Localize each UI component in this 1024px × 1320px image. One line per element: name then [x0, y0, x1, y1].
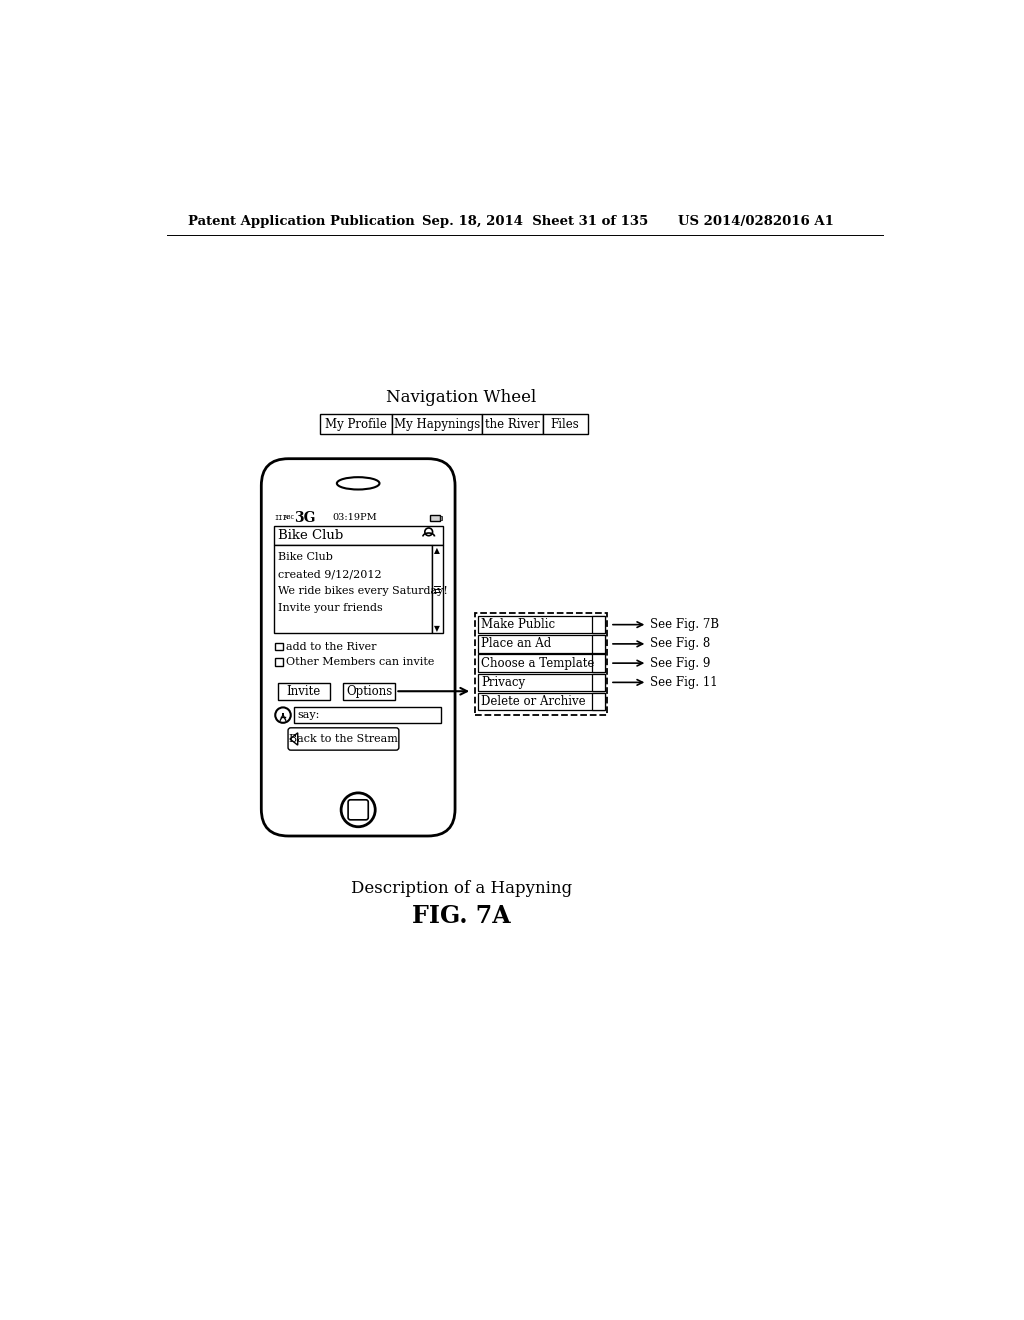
Bar [482, 414, 543, 434]
Bar [592, 615, 604, 634]
Text: We ride bikes every Saturday!: We ride bikes every Saturday! [278, 586, 447, 597]
Text: Place an Ad: Place an Ad [481, 638, 552, 651]
Circle shape [425, 528, 432, 536]
Text: Files: Files [551, 417, 580, 430]
Text: Back to the Stream: Back to the Stream [289, 734, 398, 744]
Text: See Fig. 8: See Fig. 8 [650, 638, 711, 651]
Text: Delete or Archive: Delete or Archive [481, 696, 586, 708]
Bar [294, 708, 441, 723]
Bar [273, 527, 442, 545]
Bar [477, 655, 604, 672]
Text: US 2014/0282016 A1: US 2014/0282016 A1 [678, 215, 835, 228]
Text: Other Members can invite: Other Members can invite [286, 657, 434, 667]
Text: Make Public: Make Public [481, 618, 556, 631]
Text: Privacy: Privacy [481, 676, 525, 689]
Bar [475, 612, 607, 715]
FancyBboxPatch shape [288, 727, 399, 750]
Text: My Profile: My Profile [326, 417, 387, 430]
Text: III: III [274, 515, 287, 521]
FancyBboxPatch shape [348, 800, 369, 820]
Bar [275, 659, 283, 665]
Text: Description of a Hapyning: Description of a Hapyning [350, 880, 571, 896]
Bar [592, 635, 604, 653]
Bar [592, 693, 604, 710]
Text: say:: say: [298, 710, 321, 721]
Text: 03:19PM: 03:19PM [333, 513, 377, 523]
Circle shape [341, 793, 375, 826]
Text: Bike Club: Bike Club [279, 529, 344, 543]
Bar [477, 693, 604, 710]
Bar [477, 673, 604, 692]
Bar [321, 414, 392, 434]
Text: See Fig. 7B: See Fig. 7B [650, 618, 720, 631]
Text: ▲: ▲ [434, 546, 440, 554]
Bar [592, 655, 604, 672]
Text: Bike Club: Bike Club [278, 552, 333, 562]
Text: Sep. 18, 2014  Sheet 31 of 135: Sep. 18, 2014 Sheet 31 of 135 [423, 215, 649, 228]
Text: the River: the River [485, 417, 540, 430]
Bar [477, 615, 604, 634]
Polygon shape [290, 733, 298, 744]
Bar [275, 643, 283, 651]
FancyBboxPatch shape [261, 459, 455, 836]
Text: Patent Application Publication: Patent Application Publication [188, 215, 415, 228]
Text: Options: Options [346, 685, 392, 698]
Bar [440, 516, 442, 520]
Bar [273, 545, 432, 634]
Text: Invite your friends: Invite your friends [278, 603, 382, 612]
Bar [543, 414, 588, 434]
Bar [432, 545, 442, 634]
Ellipse shape [337, 478, 380, 490]
Text: See Fig. 11: See Fig. 11 [650, 676, 718, 689]
Text: add to the River: add to the River [286, 642, 377, 652]
Bar [592, 673, 604, 692]
Text: ▼: ▼ [434, 623, 440, 632]
Bar [343, 682, 395, 700]
Text: FIG. 7A: FIG. 7A [412, 904, 511, 928]
Text: ABC: ABC [284, 516, 295, 520]
Text: See Fig. 9: See Fig. 9 [650, 656, 711, 669]
Text: created 9/12/2012: created 9/12/2012 [278, 569, 381, 579]
Text: Navigation Wheel: Navigation Wheel [386, 388, 537, 405]
Text: Choose a Template: Choose a Template [481, 656, 595, 669]
Bar [430, 515, 440, 521]
Bar [392, 414, 482, 434]
Circle shape [275, 708, 291, 723]
Bar [477, 635, 604, 653]
Text: My Hapynings: My Hapynings [394, 417, 480, 430]
Text: 3G: 3G [294, 511, 315, 525]
Bar [278, 682, 331, 700]
Text: Invite: Invite [287, 685, 322, 698]
